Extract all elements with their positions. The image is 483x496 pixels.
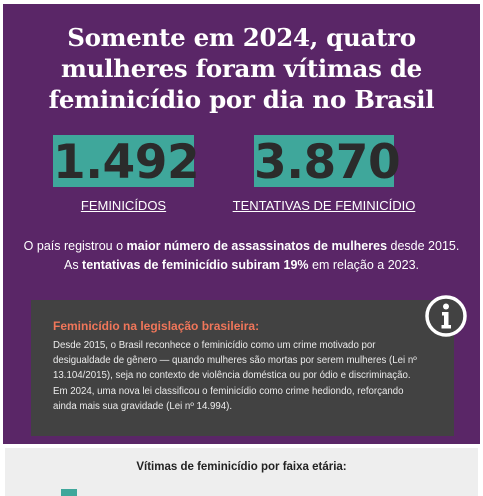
attempts-count: 3.870 — [254, 135, 401, 190]
chart-bar — [61, 489, 77, 496]
intro-line-1-start: O país registrou o — [23, 239, 127, 253]
age-chart-section: Vítimas de feminicídio por faixa etária: — [5, 448, 478, 496]
intro-line-2: As tentativas de feminicídio subiram 19%… — [3, 256, 480, 275]
infobox-text: Desde 2015, o Brasil reconhece o feminic… — [53, 340, 417, 412]
legislation-infobox: Feminicídio na legislação brasileira: De… — [31, 295, 467, 436]
headline-line-1: Somente em 2024, quatro — [67, 23, 416, 52]
attempts-label: TENTATIVAS DE FEMINICÍDIO — [232, 198, 416, 213]
headline-line-3: feminicídio por dia no Brasil — [48, 85, 435, 114]
intro-line-2-end: em relação a 2023. — [308, 258, 420, 272]
intro-line-1: O país registrou o maior número de assas… — [3, 237, 480, 256]
feminicides-label: FEMINICÍDOS — [80, 198, 167, 213]
chart-title: Vítimas de feminicídio por faixa etária: — [136, 461, 347, 473]
feminicides-count: 1.492 — [53, 135, 200, 190]
infobox-title: Feminicídio na legislação brasileira: — [53, 319, 260, 333]
intro-line-2-start: As — [63, 258, 83, 272]
main-card: Somente em 2024, quatro mulheres foram v… — [3, 4, 480, 444]
intro-text: O país registrou o maior número de assas… — [3, 237, 480, 275]
intro-line-1-end: desde 2015. — [387, 239, 460, 253]
intro-line-2-highlight: tentativas de feminicídio subiram 19% — [82, 258, 309, 272]
headline: Somente em 2024, quatro mulheres foram v… — [3, 22, 480, 115]
intro-line-1-highlight: maior número de assassinatos de mulheres — [126, 239, 388, 253]
info-icon — [425, 295, 467, 337]
headline-line-2: mulheres foram vítimas de — [61, 54, 422, 83]
